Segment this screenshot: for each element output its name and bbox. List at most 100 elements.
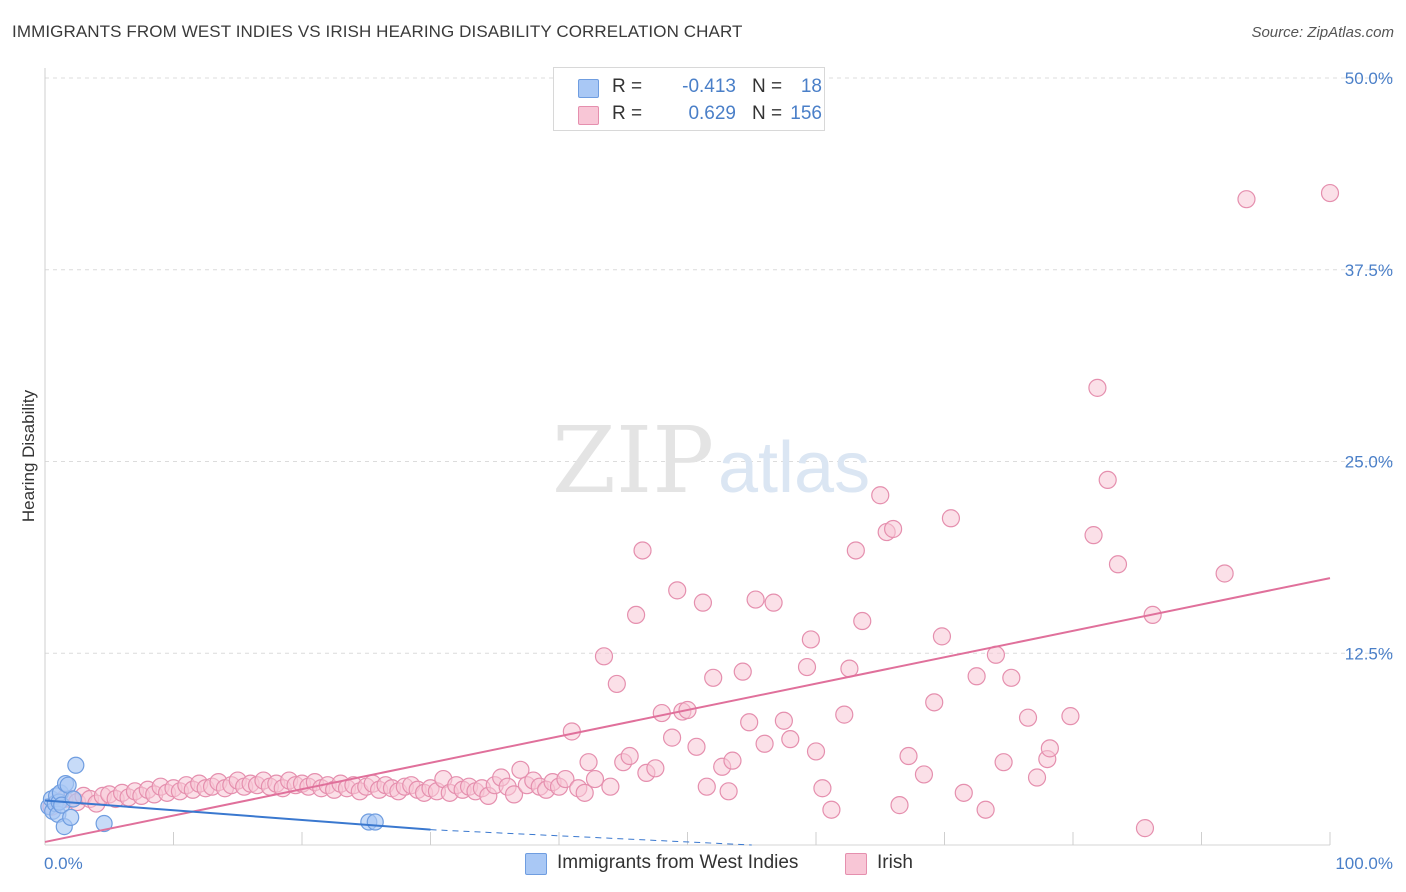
correlation-legend: R = -0.413 N = 18 R = 0.629 N = 156 — [553, 67, 825, 131]
irish-trend-line — [44, 577, 1331, 843]
irish-point — [1320, 183, 1340, 203]
irish-point — [704, 668, 723, 687]
irish-point — [633, 541, 652, 560]
irish-point — [1237, 190, 1256, 209]
irish-point — [1135, 819, 1155, 838]
irish-point — [1027, 768, 1047, 787]
legend-n-label: N = — [752, 76, 783, 97]
y-tick-labels: 12.5% 25.0% 37.5% 50.0% — [1345, 69, 1393, 663]
irish-point — [740, 713, 759, 732]
irish-point — [941, 509, 961, 528]
west-indies-point — [366, 813, 384, 831]
irish-point — [925, 693, 944, 712]
irish-point — [607, 674, 626, 694]
x-tick-label-max: 100.0% — [1335, 854, 1393, 873]
y-tick-label: 50.0% — [1345, 69, 1393, 88]
legend-n-value: 18 — [800, 76, 822, 97]
watermark-zip: ZIP — [552, 407, 714, 514]
irish-point — [693, 593, 713, 612]
irish-point — [853, 611, 872, 631]
irish-point — [719, 782, 738, 801]
irish-point — [883, 519, 903, 539]
irish-point — [774, 711, 793, 730]
legend-swatch-irish — [578, 106, 599, 125]
irish-point — [687, 737, 706, 756]
legend-n-label: N = — [752, 103, 783, 124]
irish-point — [954, 783, 973, 802]
series-swatch-irish — [845, 853, 867, 875]
irish-point — [890, 796, 909, 815]
irish-point — [806, 742, 826, 761]
irish-point — [801, 630, 820, 649]
legend-r-label: R = — [612, 103, 643, 124]
irish-point — [733, 662, 752, 681]
west-indies-point — [64, 790, 82, 808]
irish-point — [594, 647, 614, 666]
irish-point — [1108, 555, 1128, 574]
series-label-west-indies: Immigrants from West Indies — [557, 852, 799, 873]
irish-point — [556, 769, 575, 789]
west-indies-point — [67, 756, 85, 774]
irish-point — [1088, 378, 1107, 397]
irish-point — [579, 753, 598, 772]
west-indies-point — [62, 808, 80, 826]
y-axis-title: Hearing Disability — [19, 389, 38, 522]
irish-point — [976, 800, 995, 819]
irish-point — [813, 779, 832, 798]
west-indies-trend-line — [44, 799, 431, 831]
irish-point — [846, 541, 865, 560]
irish-point — [1002, 668, 1021, 687]
irish-point — [668, 581, 687, 600]
irish-point — [967, 667, 986, 686]
irish-point — [932, 627, 952, 646]
irish-point — [626, 605, 646, 625]
gridlines — [45, 77, 1393, 654]
series-swatch-west-indies — [525, 853, 547, 875]
x-tick-marks — [173, 832, 1331, 845]
irish-point — [835, 705, 854, 724]
y-tick-label: 12.5% — [1345, 644, 1393, 663]
legend-r-value: 0.629 — [688, 103, 736, 124]
trend-lines — [44, 577, 1331, 846]
irish-point — [1061, 707, 1080, 726]
irish-point — [781, 730, 800, 749]
irish-point — [764, 593, 783, 612]
irish-point — [511, 760, 530, 779]
irish-point — [646, 759, 665, 778]
irish-point — [585, 769, 605, 789]
irish-point — [899, 746, 918, 766]
chart-title: IMMIGRANTS FROM WEST INDIES VS IRISH HEA… — [12, 22, 743, 41]
irish-point — [994, 753, 1013, 772]
irish-point — [575, 783, 594, 802]
watermark-atlas: atlas — [718, 428, 870, 508]
y-tick-label: 25.0% — [1345, 453, 1393, 472]
irish-point — [723, 751, 742, 770]
irish-point — [504, 785, 524, 804]
legend-n-value: 156 — [790, 103, 822, 124]
watermark: ZIP atlas — [552, 407, 870, 514]
irish-point — [914, 765, 934, 784]
legend-swatch-west-indies — [578, 79, 599, 98]
west-indies-point — [95, 814, 113, 833]
irish-point — [797, 657, 817, 677]
y-tick-label: 37.5% — [1345, 261, 1393, 280]
irish-point — [1018, 708, 1038, 727]
irish-point — [662, 728, 682, 747]
west-indies-trend-extension — [430, 829, 752, 846]
irish-point — [620, 746, 639, 766]
irish-point — [1084, 526, 1103, 545]
irish-point — [1098, 470, 1117, 490]
irish-point — [1215, 564, 1234, 583]
irish-point — [755, 734, 774, 753]
legend-r-label: R = — [612, 76, 643, 97]
irish-point — [697, 777, 716, 796]
irish-point — [822, 800, 841, 819]
series-label-irish: Irish — [877, 852, 913, 873]
legend-r-value: -0.413 — [682, 76, 736, 97]
source-credit: Source: ZipAtlas.com — [1251, 24, 1394, 41]
x-tick-label-min: 0.0% — [44, 854, 83, 873]
irish-point — [871, 486, 890, 505]
irish-point — [1040, 739, 1059, 758]
irish-point — [746, 590, 765, 609]
